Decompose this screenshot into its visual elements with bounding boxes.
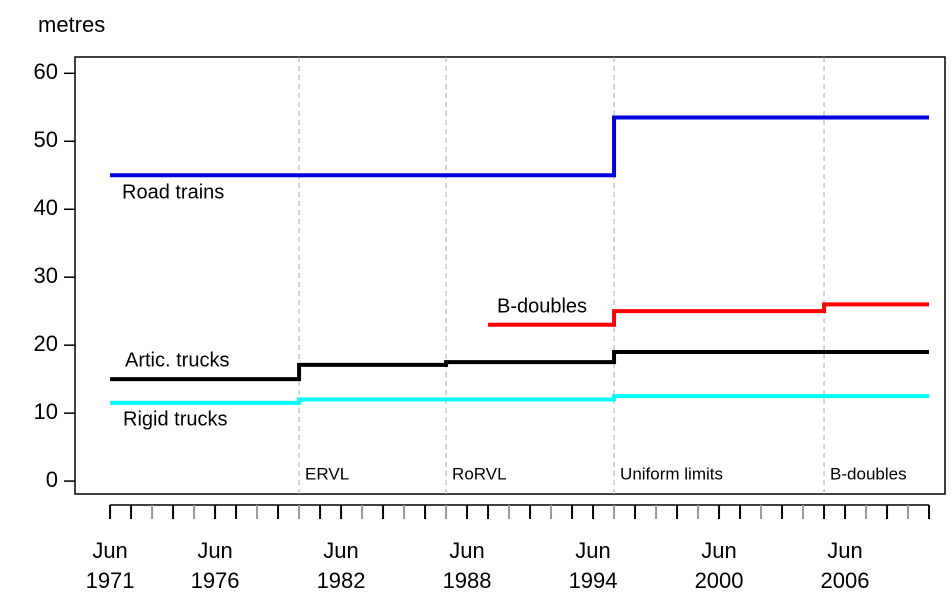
x-tick-label: Jun 1982 <box>316 538 366 593</box>
y-tick-label: 60 <box>34 59 58 84</box>
y-axis-label: metres <box>38 12 105 37</box>
y-tick-label: 30 <box>34 263 58 288</box>
x-tick-label: Jun 1994 <box>568 538 618 593</box>
plot-frame <box>74 56 946 495</box>
series-label: Road trains <box>122 181 224 203</box>
y-tick-label: 50 <box>34 127 58 152</box>
series-label: Artic. trucks <box>125 349 229 371</box>
series-label: Rigid trucks <box>123 408 227 430</box>
y-tick-label: 0 <box>46 467 58 492</box>
label-background <box>494 295 612 319</box>
x-tick-label: Jun 1976 <box>190 538 240 593</box>
event-label: ERVL <box>305 464 349 483</box>
x-tick-label: Jun 1988 <box>442 538 492 593</box>
event-label: B-doubles <box>830 464 907 483</box>
series-line <box>110 349 930 382</box>
series-line <box>488 302 930 327</box>
y-tick-label: 20 <box>34 331 58 356</box>
x-tick-label: Jun 2000 <box>694 538 744 593</box>
series-line <box>110 115 930 178</box>
y-tick-label: 40 <box>34 195 58 220</box>
event-label: Uniform limits <box>620 464 723 483</box>
series-label: B-doubles <box>497 295 587 317</box>
x-tick-label: Jun 2006 <box>820 538 870 593</box>
series-line <box>110 394 930 405</box>
x-tick-label: Jun 1971 <box>85 538 135 593</box>
event-label: RoRVL <box>452 464 507 483</box>
y-tick-label: 10 <box>34 399 58 424</box>
